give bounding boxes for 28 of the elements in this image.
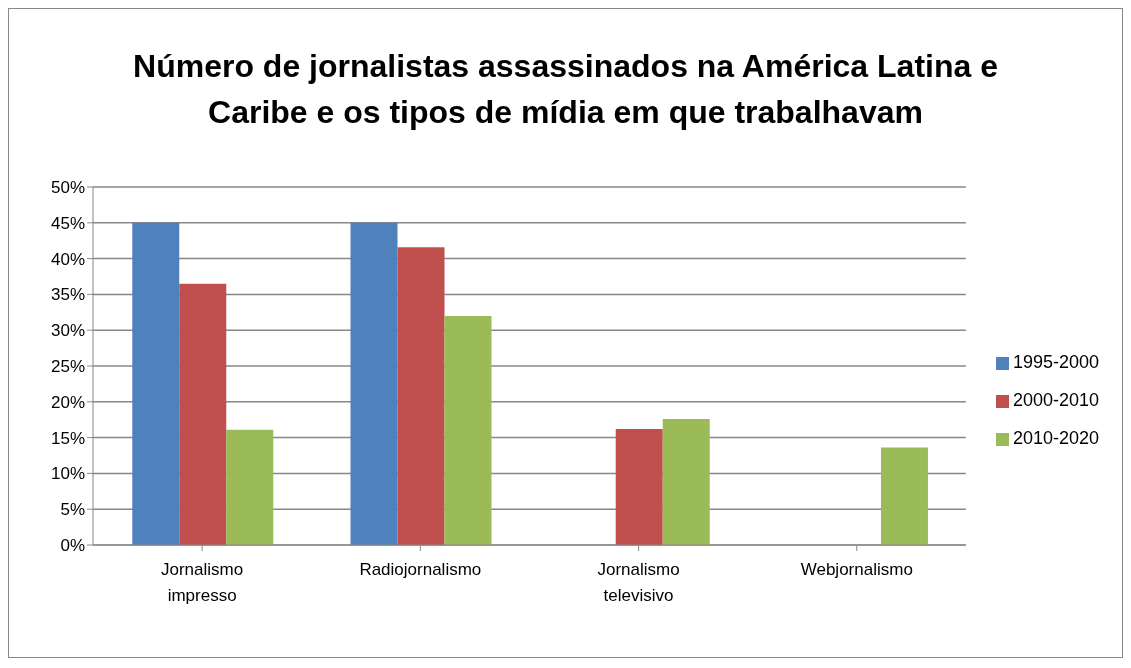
x-tick-label: Jornalismo impresso	[161, 560, 244, 605]
bar	[444, 315, 492, 545]
y-tick-label: 50%	[50, 178, 85, 198]
y-tick-label: 40%	[50, 249, 85, 269]
y-tick-label: 0%	[60, 536, 85, 556]
bar	[350, 222, 398, 545]
legend-label: 2000-2010	[1012, 390, 1099, 410]
x-tick-label: Jornalismo televisivo	[597, 560, 680, 605]
y-tick-label: 5%	[60, 500, 85, 520]
bar	[179, 283, 227, 545]
bar	[226, 429, 274, 545]
legend-label: 1995-2000	[1012, 352, 1099, 372]
y-tick-label: 25%	[50, 357, 85, 377]
y-tick-label: 15%	[50, 428, 85, 448]
y-tick-label: 10%	[50, 464, 85, 484]
y-tick-label: 35%	[50, 285, 85, 305]
y-tick-label: 20%	[50, 392, 85, 412]
bar	[880, 447, 928, 545]
y-tick-label: 30%	[50, 321, 85, 341]
chart-title: Número de jornalistas assassinados na América Latina e Caribe e os tipos de mídia em que trabalhavam	[132, 47, 999, 133]
bar	[132, 222, 180, 545]
bar	[615, 429, 663, 545]
legend-label: 2010-2020	[1012, 428, 1099, 448]
y-tick-label: 45%	[50, 213, 85, 233]
x-tick-label: Radiojornalismo	[359, 560, 482, 579]
bar	[397, 247, 445, 545]
x-tick-label: Webjornalismo	[800, 560, 913, 579]
bar	[662, 418, 710, 545]
